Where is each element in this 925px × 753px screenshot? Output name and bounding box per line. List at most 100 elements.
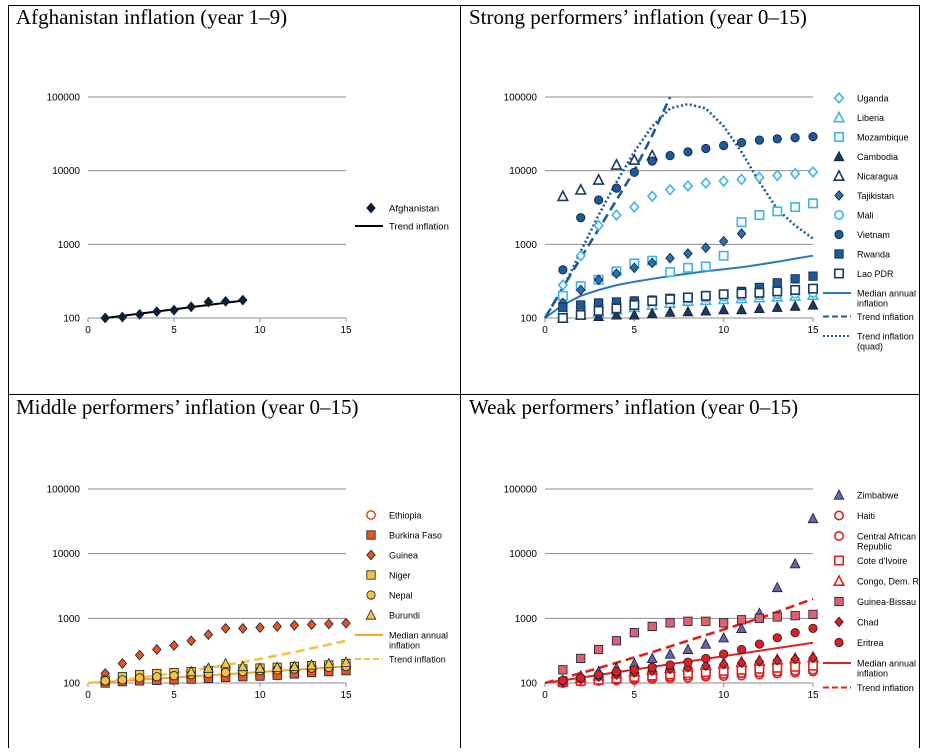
data-point	[646, 190, 658, 203]
legend-label: Central African Republic	[857, 532, 916, 552]
data-point	[807, 165, 819, 178]
legend-marker	[832, 110, 846, 123]
legend-label: Haiti	[857, 511, 875, 521]
legend-label: Cote d'Ivoire	[857, 556, 907, 566]
data-point	[736, 615, 747, 625]
data-point	[117, 658, 128, 669]
series-line	[87, 665, 347, 684]
data-point	[789, 300, 801, 311]
data-point	[736, 217, 747, 228]
data-point	[665, 252, 675, 264]
data-point	[272, 621, 282, 632]
data-point	[594, 669, 604, 680]
legend-marker	[834, 229, 844, 240]
plot-area	[87, 617, 352, 688]
border-top	[8, 5, 920, 6]
legend-marker	[833, 132, 844, 143]
data-point	[593, 274, 604, 286]
legend-label-line: inflation	[389, 641, 420, 651]
data-point	[807, 512, 819, 524]
legend-label: Zimbabwe	[857, 491, 899, 501]
data-point	[736, 288, 747, 299]
data-point	[238, 294, 248, 306]
legend-label: Guinea-Bissau	[857, 597, 916, 607]
x-tick-label: 10	[254, 325, 266, 336]
data-point	[683, 657, 693, 667]
data-point	[771, 581, 783, 593]
data-point	[664, 183, 676, 196]
data-point	[790, 653, 800, 665]
y-tick-label: 100000	[47, 93, 81, 104]
x-tick-label: 0	[85, 690, 91, 701]
legend-label: Cambodia	[857, 152, 898, 162]
data-point	[736, 303, 747, 315]
data-point	[238, 622, 248, 634]
data-point	[611, 303, 622, 314]
data-point	[306, 619, 317, 631]
data-point	[593, 644, 604, 655]
data-point	[611, 667, 622, 677]
data-point	[701, 653, 711, 664]
data-point	[100, 312, 110, 324]
data-point	[289, 619, 300, 631]
data-point	[772, 206, 783, 217]
data-point	[682, 643, 694, 655]
series-markers	[557, 165, 819, 292]
data-point	[772, 654, 782, 666]
data-point	[558, 265, 568, 275]
chart-svg: 100 1000 10000 100000 0 5 10 15 Afghanistan Trend…	[47, 93, 449, 337]
data-point	[701, 616, 711, 626]
data-point	[646, 652, 658, 664]
data-point	[629, 201, 640, 214]
legend-label: Vietnam	[857, 230, 890, 240]
legend-label: Ethiopia	[389, 511, 422, 521]
data-point	[117, 675, 128, 685]
data-point	[754, 210, 765, 221]
data-point	[611, 268, 622, 280]
data-point	[736, 173, 747, 186]
legend-marker	[834, 190, 844, 201]
data-point	[754, 135, 764, 145]
data-point	[254, 662, 266, 673]
data-point	[808, 271, 818, 281]
legend-marker	[833, 210, 844, 221]
data-point	[700, 290, 711, 301]
legend-label: Trend inflation	[389, 655, 446, 665]
data-point	[790, 611, 800, 621]
y-tick-label: 1000	[58, 240, 81, 251]
y-tick-label: 100	[520, 679, 537, 690]
legend-label-line: Median annual	[389, 631, 448, 641]
data-point	[558, 675, 568, 685]
data-point	[718, 631, 730, 643]
series-line	[544, 597, 814, 685]
data-point	[682, 262, 693, 273]
legend-marker	[833, 91, 845, 105]
legend-marker	[366, 570, 376, 580]
data-point	[255, 622, 265, 633]
data-point	[593, 305, 604, 316]
legend-label: Burkina Faso	[389, 531, 442, 541]
data-point	[237, 660, 249, 672]
data-point	[664, 306, 676, 317]
chart-svg: 100 1000 10000 100000 0 5 10 15 Zimbabwe Haiti Cen…	[504, 485, 920, 702]
legend-marker	[365, 510, 376, 521]
series-markers	[557, 283, 818, 323]
legend-label: Liberia	[857, 113, 884, 123]
legend-label: Guinea	[389, 551, 418, 561]
data-point	[306, 659, 318, 670]
series-markers	[558, 132, 818, 275]
data-point	[808, 132, 818, 142]
y-tick-label: 10000	[509, 549, 537, 560]
border-left	[8, 5, 9, 748]
data-point	[340, 656, 352, 667]
data-point	[629, 167, 639, 177]
data-point	[719, 140, 729, 151]
legend: Afghanistan Trend inflation	[355, 202, 449, 233]
data-point	[754, 613, 765, 623]
series-markers	[556, 148, 659, 202]
data-point	[594, 195, 604, 205]
legend-marker	[366, 590, 376, 600]
border-middle	[8, 394, 920, 395]
legend-label: Congo, Dem. Rep.	[857, 577, 920, 587]
data-point	[754, 656, 765, 667]
